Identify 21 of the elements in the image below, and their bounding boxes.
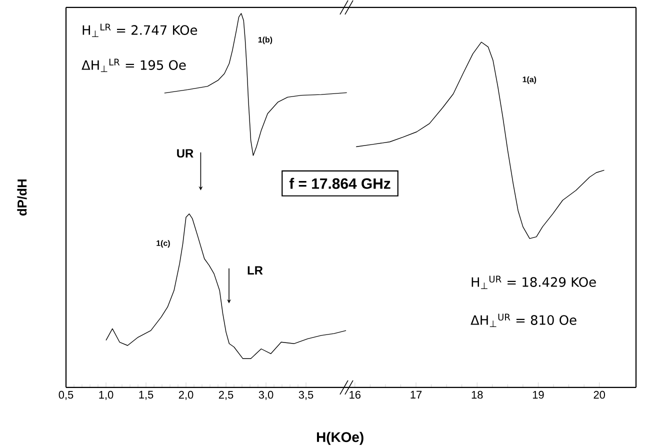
annotation: H$_{⊥}$$^{LR}$ = 2.747 KOe <box>82 24 198 37</box>
x-tick-label: 18 <box>472 390 483 399</box>
x-tick-label: 16 <box>350 390 361 399</box>
annotation: ΔH$_{⊥}$$^{LR}$ = 195 Oe <box>82 58 186 72</box>
annotation: LR <box>248 266 263 274</box>
x-tick-label: 19 <box>532 390 544 399</box>
x-tick-label: 1,0 <box>99 390 114 400</box>
annotation: f = 17.864 GHz <box>289 178 390 189</box>
x-tick-label: 3,5 <box>298 390 314 400</box>
annotation: ΔH$_{⊥}$$^{UR}$ = 810 Oe <box>470 314 576 327</box>
x-tick-label: 2,5 <box>218 390 234 400</box>
x-tick-label: 20 <box>594 390 605 399</box>
x-tick-label: 1,5 <box>139 390 154 400</box>
annotation: UR <box>177 149 194 158</box>
x-axis-title: H(KOe) <box>316 432 364 445</box>
x-tick-label: 2,0 <box>178 390 194 400</box>
y-axis-title: dP/dH <box>17 179 27 216</box>
x-tick-label: 3,0 <box>258 390 274 400</box>
x-tick-label: 0,5 <box>58 390 74 400</box>
annotation: H$_{⊥}$$^{UR}$ = 18.429 KOe <box>472 276 596 289</box>
x-tick-label: 17 <box>410 390 422 398</box>
